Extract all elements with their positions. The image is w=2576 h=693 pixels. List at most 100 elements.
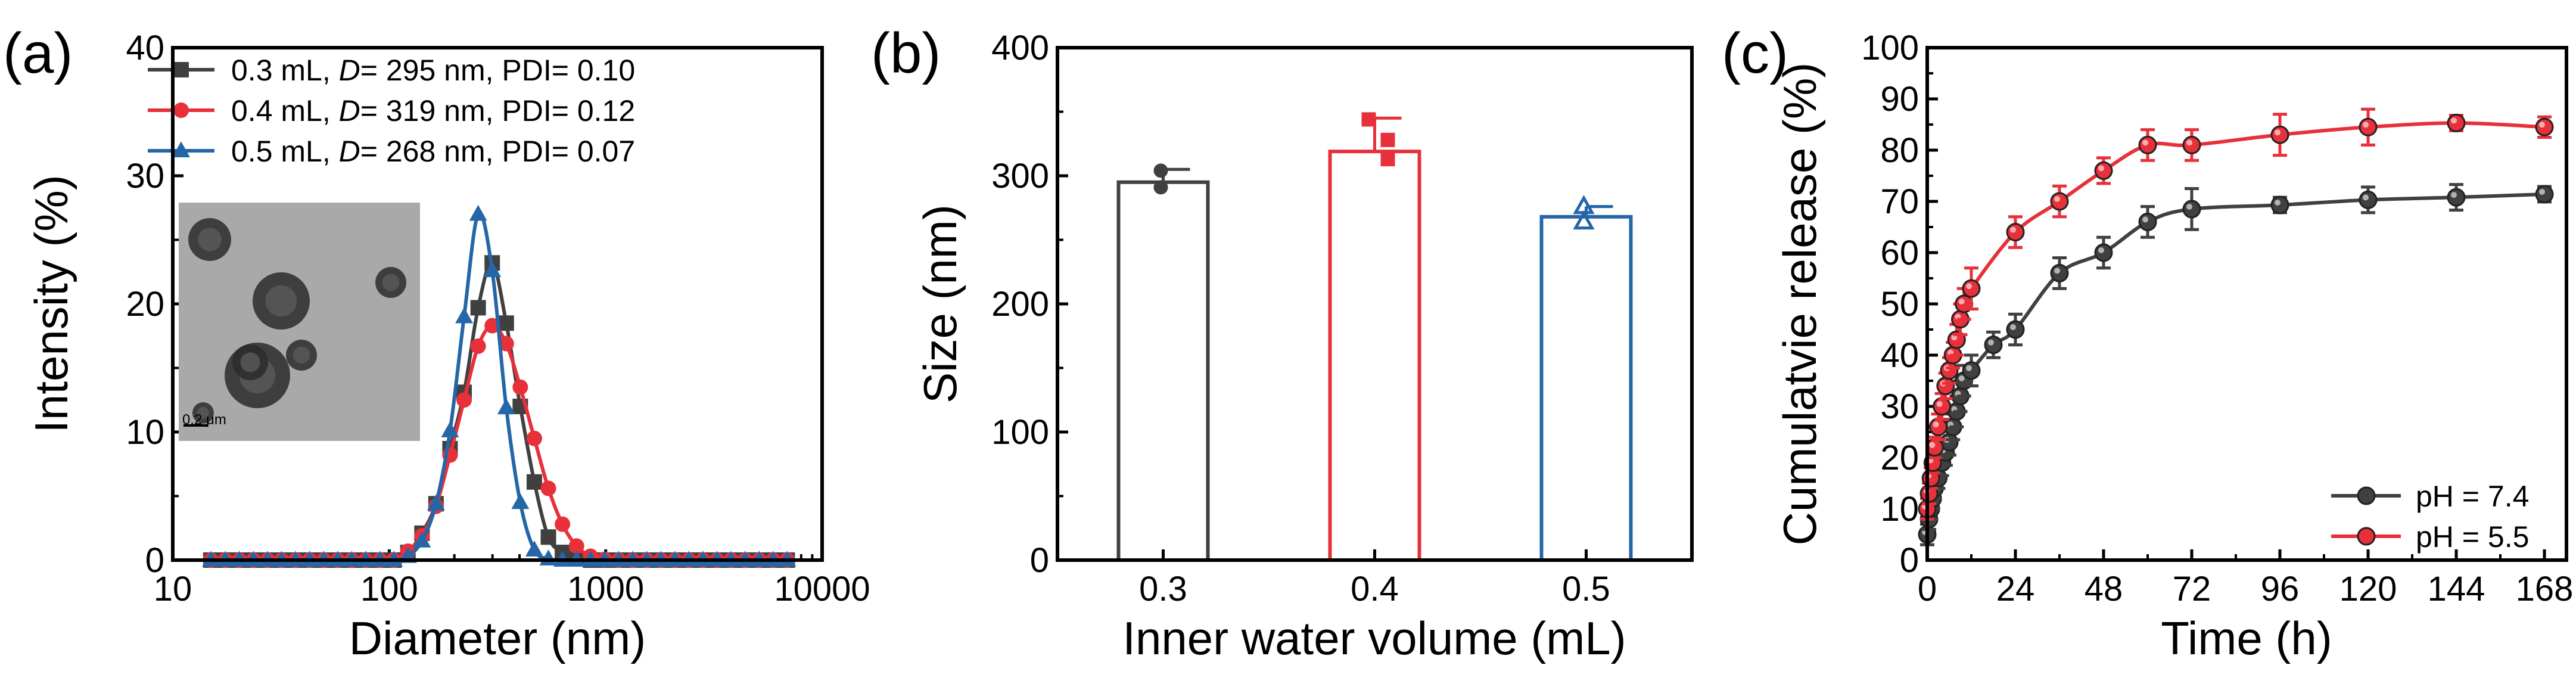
data-point-2 [555, 516, 571, 532]
replicate-point [1573, 210, 1595, 230]
x-tick-label: 48 [2085, 570, 2123, 608]
vesicle-core [265, 285, 297, 317]
legend-entry: 0.4 mL, D= 319 nm, PDI= 0.12 [231, 94, 635, 128]
panel-a-axes-frame [171, 46, 824, 562]
data-point-1 [470, 300, 486, 316]
y-tick-label: 90 [1880, 80, 1919, 119]
data-point-highlight [2275, 129, 2281, 136]
y-tick-label: 40 [1880, 336, 1919, 375]
y-tick-label: 20 [126, 285, 164, 324]
data-point [2270, 125, 2289, 144]
data-point-1 [540, 529, 556, 545]
data-point-2 [456, 392, 472, 408]
panel-b-x-ticks: 0.3 0.4 0.5 [1139, 549, 1610, 608]
y-tick-label: 300 [991, 157, 1049, 195]
y-tick-label: 60 [1880, 234, 1919, 272]
legend-text-part: 0.4 mL, [231, 94, 339, 128]
vesicle-core [293, 346, 310, 364]
data-point [2270, 195, 2289, 215]
data-point-3 [469, 204, 487, 221]
replicate-point [1380, 132, 1395, 147]
panel-c-xlabel: Time (h) [2161, 612, 2332, 664]
data-point-highlight [2539, 188, 2545, 195]
data-point [1940, 361, 1959, 380]
panel-b-label: (b) [871, 21, 941, 85]
legend-entry: pH = 7.4 [2416, 480, 2529, 513]
vesicle-core [240, 352, 260, 372]
x-tick-label: 24 [1996, 570, 2035, 608]
data-point-1 [498, 315, 514, 331]
legend-text-part: 0.3 mL, [231, 54, 339, 87]
panel-a-ylabel: Intensity (%) [25, 175, 77, 433]
data-point-highlight [2275, 200, 2281, 206]
y-tick-label: 20 [1880, 439, 1919, 477]
data-point [2182, 135, 2201, 154]
panel-c-legend: pH = 7.4 pH = 5.5 [2331, 480, 2529, 554]
data-point-3 [427, 494, 445, 511]
data-point-3 [497, 398, 515, 415]
y-tick-label: 100 [991, 413, 1049, 452]
tem-inset-image: 0.2 μm [179, 203, 420, 441]
legend-marker [173, 102, 189, 118]
panel-b-bars [1116, 112, 1633, 562]
x-tick-label: 0.3 [1139, 570, 1187, 608]
legend-text-part: D [339, 94, 360, 128]
data-point [1929, 417, 1947, 436]
legend-marker [173, 62, 189, 77]
data-point-highlight [1988, 339, 1994, 346]
bar-0.4 [1328, 150, 1421, 562]
x-tick-label: 168 [2516, 570, 2574, 608]
legend-marker [172, 141, 190, 158]
panel-a-label: (a) [3, 21, 73, 85]
data-point-2 [470, 338, 486, 354]
x-tick-label: 0.4 [1351, 570, 1399, 608]
panel-c-y-ticks: 0 10 20 30 40 50 60 70 80 90 100 [1861, 29, 1938, 580]
data-point [2535, 117, 2554, 136]
bar-0.5 [1539, 215, 1633, 562]
data-point-highlight [1966, 365, 1972, 371]
panel-c-label: (c) [1722, 21, 1788, 85]
data-point [2447, 188, 2466, 207]
data-point-2 [568, 538, 584, 554]
data-point-highlight [2451, 192, 2457, 198]
panel-b-xlabel: Inner water volume (mL) [1122, 612, 1626, 664]
data-point-highlight [1933, 421, 1939, 428]
panel-a-x-ticks: 10 100 1000 10000 [154, 549, 870, 608]
data-point [1933, 397, 1952, 416]
y-tick-label: 50 [1880, 285, 1919, 324]
scale-bar-label: 0.2 μm [182, 412, 226, 428]
data-point-highlight [2539, 122, 2545, 128]
legend-text-part: = 319 nm, PDI= 0.12 [360, 94, 635, 128]
y-tick-label: 70 [1880, 182, 1919, 221]
legend-text-part: = 268 nm, PDI= 0.07 [360, 135, 635, 168]
data-point-highlight [2451, 117, 2457, 124]
data-point-3 [455, 307, 473, 324]
legend-text-part: = 295 nm, PDI= 0.10 [360, 54, 635, 87]
data-point-highlight [2010, 226, 2016, 233]
panel-b: (b) 0 100 200 300 400 0.3 0.4 0.5 Inner water … [871, 21, 1694, 664]
data-point-highlight [2098, 247, 2104, 253]
data-point-3 [525, 540, 543, 557]
data-point-3 [441, 421, 459, 437]
y-tick-label: 40 [126, 29, 164, 67]
replicate-point [1153, 163, 1168, 178]
x-tick-label: 72 [2173, 570, 2211, 608]
panel-a-y-ticks: 0 10 20 30 40 [126, 29, 183, 580]
y-tick-label: 30 [1880, 387, 1919, 426]
legend-marker [2357, 527, 2376, 546]
data-point-highlight [2010, 324, 2016, 330]
data-point [2359, 117, 2378, 136]
data-point-3 [413, 532, 431, 548]
data-point-highlight [1929, 442, 1936, 448]
y-tick-label: 100 [1861, 29, 1919, 67]
replicate-point [1380, 152, 1395, 167]
x-tick-label: 0.5 [1562, 570, 1610, 608]
data-point-highlight [1958, 375, 1965, 381]
bar-0.3 [1116, 180, 1210, 562]
data-point-highlight [2098, 165, 2104, 172]
data-point-2 [498, 335, 514, 352]
x-tick-label: 10 [154, 570, 192, 608]
panel-c: (c) 0 10 20 30 40 50 60 70 80 90 100 0 24 48 72 96 120 1… [1722, 21, 2573, 664]
y-tick-label: 0 [1030, 541, 1049, 580]
